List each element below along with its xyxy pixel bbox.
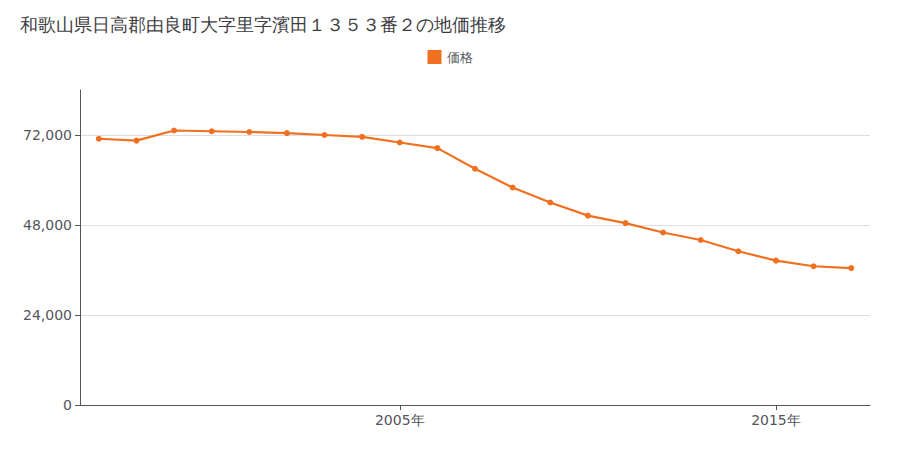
svg-text:0: 0 <box>63 397 72 413</box>
svg-text:価格: 価格 <box>447 50 473 65</box>
svg-text:72,000: 72,000 <box>23 127 72 143</box>
svg-text:2015年: 2015年 <box>751 412 801 428</box>
svg-text:48,000: 48,000 <box>23 217 72 233</box>
svg-text:和歌山県日高郡由良町大字里字濱田１３５３番２の地価推移: 和歌山県日高郡由良町大字里字濱田１３５３番２の地価推移 <box>20 14 506 35</box>
svg-text:2005年: 2005年 <box>375 412 425 428</box>
svg-text:24,000: 24,000 <box>23 307 72 323</box>
